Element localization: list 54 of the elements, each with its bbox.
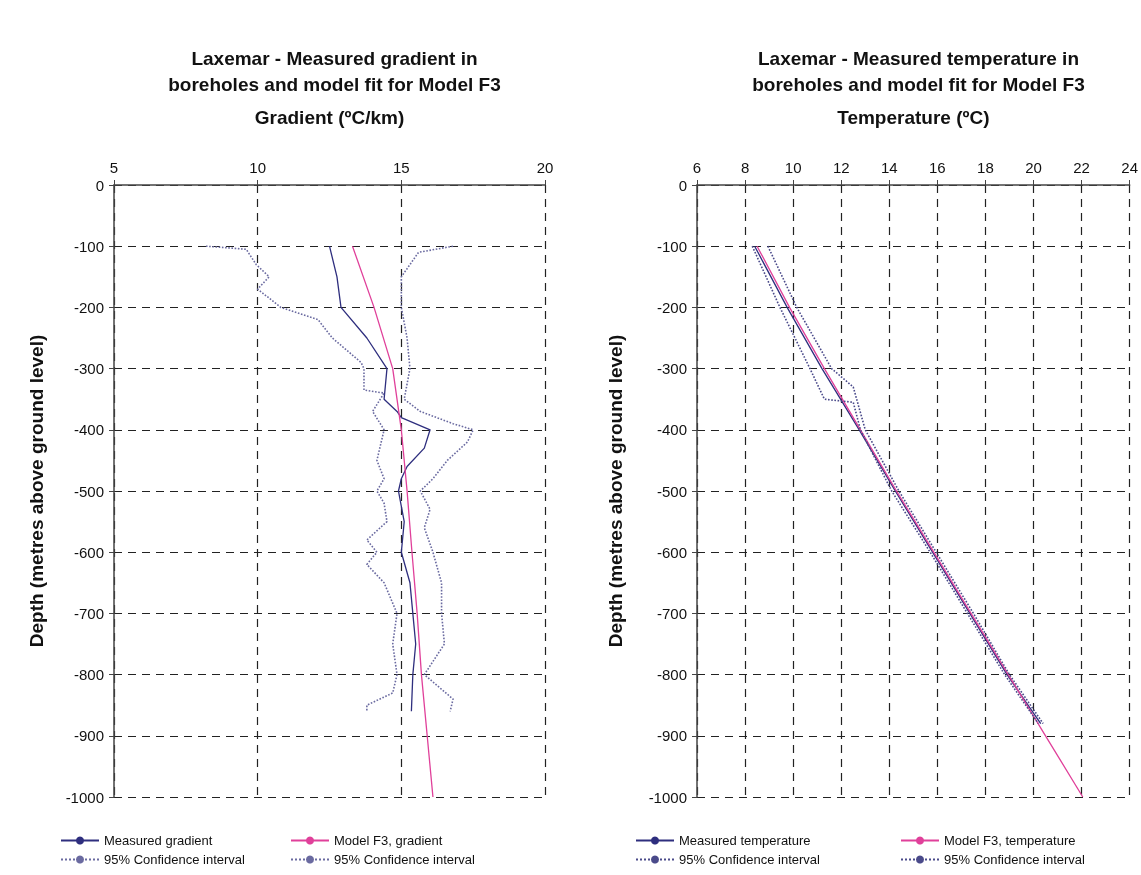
- y-tick-label: -1000: [65, 788, 104, 806]
- line-series: [205, 245, 398, 713]
- y-tick-label: -300: [656, 360, 687, 378]
- x-tick-label: 12: [832, 159, 850, 176]
- x-axis-title: Gradient (ºC/km): [254, 107, 405, 128]
- line-series: [756, 245, 1084, 798]
- legend-label: 95% Confidence interval: [334, 852, 476, 867]
- legend-label: Model F3, gradient: [334, 833, 443, 848]
- x-tick-label: 10: [784, 159, 802, 176]
- y-tick-label: -200: [73, 298, 104, 316]
- y-tick-label: 0: [678, 176, 687, 194]
- y-tick-label: -700: [73, 604, 104, 622]
- y-tick-label: -400: [656, 421, 687, 439]
- y-tick-label: -100: [73, 237, 104, 255]
- y-axis-title: Depth (metres above ground level): [605, 334, 626, 648]
- y-tick-label: -700: [656, 604, 687, 622]
- legend-label: 95% Confidence interval: [944, 852, 1086, 867]
- x-tick-label: 20: [1025, 159, 1042, 176]
- x-tick-label: 15: [392, 159, 410, 176]
- x-tick-label: 14: [880, 159, 898, 176]
- legend-label: 95% Confidence interval: [104, 852, 246, 867]
- y-tick-label: -900: [656, 727, 687, 745]
- x-tick-label: 22: [1073, 159, 1090, 176]
- y-tick-label: -600: [73, 543, 104, 561]
- y-tick-label: -800: [73, 666, 104, 684]
- legend-label: Measured gradient: [104, 833, 213, 848]
- y-tick-label: -300: [73, 360, 104, 378]
- legend-label: Model F3, temperature: [944, 833, 1076, 848]
- y-tick-label: -600: [656, 543, 687, 561]
- chart-title: Laxemar - Measured temperature in boreholes and model fit for Model F3: [752, 47, 1085, 95]
- x-tick-label: 18: [977, 159, 994, 176]
- y-tick-label: -200: [656, 298, 687, 316]
- x-tick-label: 24: [1121, 159, 1138, 176]
- y-tick-label: -800: [656, 666, 687, 684]
- chart-title: Laxemar - Measured gradient in boreholes and model fit for Model F3: [168, 47, 501, 95]
- y-tick-label: -100: [656, 237, 687, 255]
- line-series: [328, 245, 431, 712]
- x-tick-label: 20: [536, 159, 554, 176]
- x-tick-label: 10: [249, 159, 267, 176]
- y-tick-label: -500: [656, 482, 687, 500]
- y-tick-label: 0: [95, 176, 104, 194]
- x-tick-label: 6: [692, 159, 702, 176]
- y-axis-title: Depth (metres above ground level): [26, 334, 47, 648]
- legend-label: Measured temperature: [679, 833, 811, 848]
- x-tick-label: 8: [740, 159, 750, 176]
- line-series: [351, 245, 434, 798]
- x-axis-title: Temperature (ºC): [837, 107, 990, 128]
- y-tick-label: -500: [73, 482, 104, 500]
- x-tick-label: 5: [109, 159, 119, 176]
- legend-label: 95% Confidence interval: [679, 852, 821, 867]
- x-tick-label: 16: [929, 159, 946, 176]
- y-tick-label: -1000: [648, 788, 687, 806]
- y-tick-label: -900: [73, 727, 104, 745]
- y-tick-label: -400: [73, 421, 104, 439]
